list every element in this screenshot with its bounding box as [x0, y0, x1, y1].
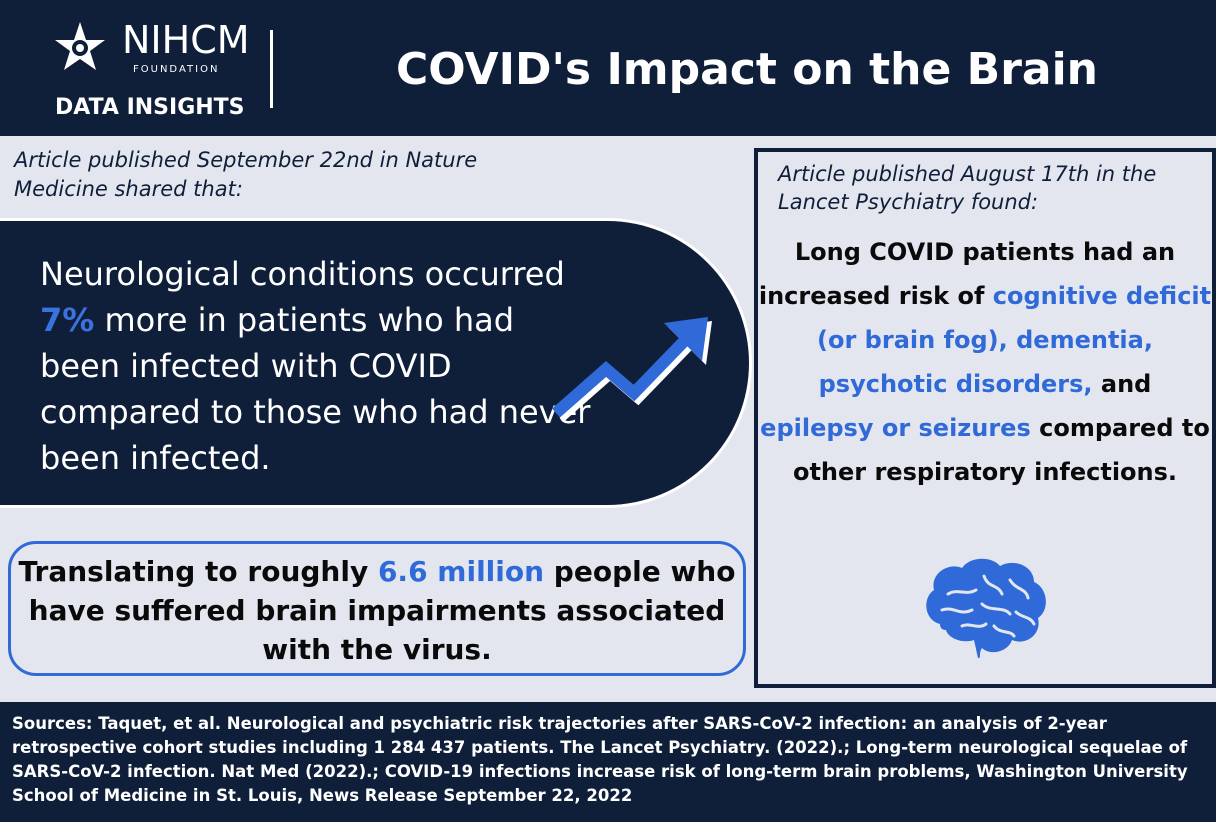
star-logo-icon [55, 22, 105, 70]
sources-footer: Sources: Taquet, et al. Neurological and… [0, 702, 1216, 822]
logo-subtitle: FOUNDATION [133, 64, 220, 75]
neurological-stat-text: Neurological conditions occurred 7% more… [40, 251, 600, 481]
brain-icon [926, 558, 1046, 658]
header-divider [270, 30, 273, 108]
pill-line2: more in patients who had been infected w… [40, 301, 591, 477]
right-article-intro: Article published August 17th in the Lan… [778, 162, 1157, 214]
findings-conditions-1: cognitive deficit (or brain fog), dement… [817, 282, 1212, 398]
stat-highlight: 6.6 million [377, 555, 545, 588]
page-title: COVID's Impact on the Brain [396, 44, 1099, 95]
left-article-intro: Article published September 22nd in Natu… [14, 148, 478, 201]
stat-suffix: people who have suffered brain impairmen… [28, 555, 736, 666]
lancet-findings-text: Long COVID patients had an increased ris… [758, 230, 1212, 494]
sources-text: Sources: Taquet, et al. Neurological and… [12, 714, 1188, 805]
population-stat-box: Translating to roughly 6.6 million peopl… [8, 541, 746, 676]
trend-arrow-icon [552, 317, 712, 422]
neurological-stat-panel: Neurological conditions occurred 7% more… [0, 218, 752, 508]
logo-tagline: DATA INSIGHTS [55, 95, 245, 120]
findings-conditions-2: epilepsy or seizures [760, 414, 1031, 442]
findings-and: and [1092, 370, 1152, 398]
findings-suffix: compared to other respiratory infections… [792, 414, 1210, 486]
logo-name: NIHCM [122, 18, 250, 62]
population-stat-text: Translating to roughly 6.6 million peopl… [11, 552, 743, 669]
header-banner: NIHCM FOUNDATION DATA INSIGHTS COVID's I… [0, 0, 1216, 136]
pill-line1: Neurological conditions occurred [40, 255, 565, 293]
findings-prefix: Long COVID patients had an increased ris… [758, 238, 1176, 310]
lancet-findings-panel: Article published August 17th in the Lan… [754, 148, 1216, 688]
percent-highlight: 7% [40, 301, 95, 339]
stat-prefix: Translating to roughly [18, 555, 378, 588]
